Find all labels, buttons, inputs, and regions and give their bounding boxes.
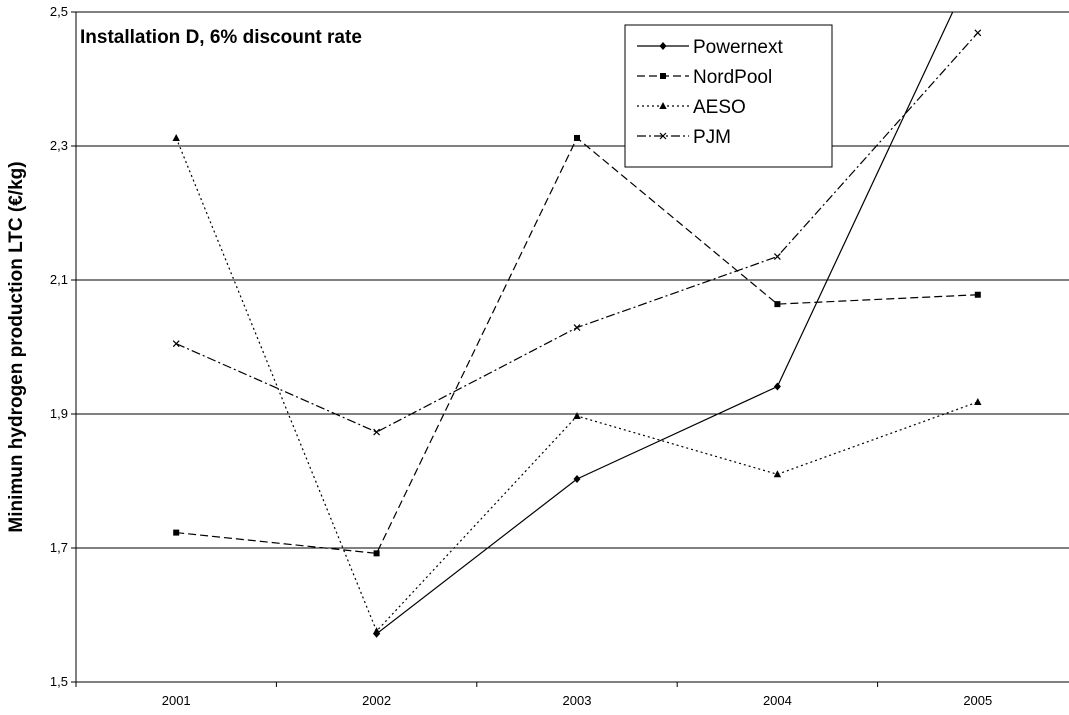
chart-title: Installation D, 6% discount rate <box>80 27 362 48</box>
data-point <box>974 291 981 298</box>
y-axis-label: Minimun hydrogen production LTC (€/kg) <box>6 161 27 532</box>
data-point <box>573 324 581 331</box>
series-aeso <box>172 133 982 635</box>
series-pjm <box>172 29 982 436</box>
series-group <box>172 12 982 638</box>
axes <box>71 11 1069 687</box>
data-point <box>573 474 581 483</box>
series-nordpool <box>173 134 981 557</box>
x-tick-label: 2005 <box>963 693 992 708</box>
data-point <box>373 428 381 436</box>
data-point <box>172 133 180 141</box>
legend-box <box>624 24 833 168</box>
data-point <box>173 529 180 536</box>
data-point <box>974 397 982 405</box>
legend-item-powernext: Powernext <box>637 37 783 58</box>
x-tick-label: 2003 <box>563 693 592 708</box>
data-point <box>659 42 667 50</box>
legend-item-nordpool: NordPool <box>637 67 772 88</box>
legend-item-pjm: PJM <box>637 127 731 148</box>
y-tick-label: 2,5 <box>50 4 68 19</box>
series-line <box>175 137 979 633</box>
data-point <box>773 382 781 391</box>
data-point <box>773 470 782 478</box>
grid-lines <box>76 11 1069 549</box>
data-point <box>372 627 381 635</box>
x-tick-label: 2004 <box>763 693 792 708</box>
data-point <box>373 550 380 557</box>
x-tick-label: 2002 <box>362 693 391 708</box>
series-line <box>376 12 954 635</box>
series-line <box>176 137 978 555</box>
data-point <box>659 132 667 140</box>
legend: Powernext NordPool AESO PJM <box>624 24 833 168</box>
data-point <box>774 301 781 308</box>
x-tick-label: 2001 <box>162 693 191 708</box>
data-point <box>574 134 580 141</box>
data-point <box>773 253 781 260</box>
data-point <box>573 412 581 420</box>
data-point <box>660 73 666 79</box>
legend-label: PJM <box>693 127 731 148</box>
legend-label: Powernext <box>693 37 783 58</box>
y-tick-labels: 1,5 1,7 1,9 2,1 2,3 2,5 <box>50 4 68 689</box>
x-tick-labels: 2001 2002 2003 2004 2005 <box>162 693 993 708</box>
data-point <box>974 29 982 37</box>
y-tick-label: 1,9 <box>50 406 68 421</box>
legend-item-aeso: AESO <box>637 97 746 118</box>
y-tick-label: 2,3 <box>50 138 68 153</box>
series-powernext <box>373 12 954 638</box>
data-point <box>172 340 180 348</box>
legend-label: NordPool <box>693 67 772 88</box>
data-point <box>659 102 667 109</box>
y-tick-label: 2,1 <box>50 272 68 287</box>
series-line <box>175 32 979 433</box>
y-tick-label: 1,7 <box>50 540 68 555</box>
y-tick-label: 1,5 <box>50 674 68 689</box>
legend-label: AESO <box>693 97 746 118</box>
